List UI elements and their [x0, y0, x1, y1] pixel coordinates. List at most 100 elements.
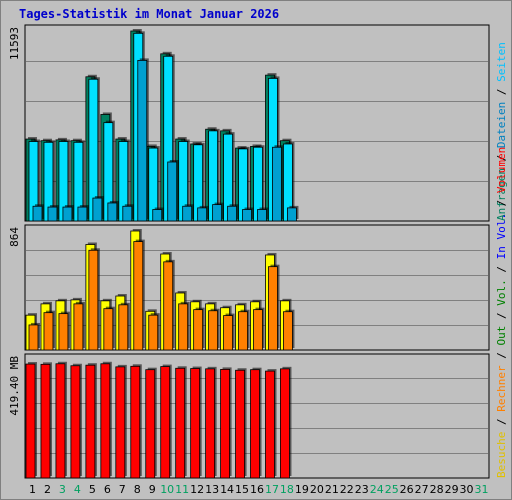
legend-panel-2-3-item-8: In — [495, 246, 508, 266]
bar-volumen-day-16 — [250, 369, 260, 479]
bar-volumen-day-5 — [85, 364, 96, 479]
x-tick-label-day-24: 24 — [370, 483, 384, 496]
bar-rechner-day-17 — [268, 266, 278, 351]
bar-rechner-day-13 — [208, 310, 219, 351]
x-tick-label-day-21: 21 — [325, 483, 339, 496]
x-tick-label-day-31: 31 — [475, 483, 489, 496]
legend-panel-2-3-text: Besuche / Rechner / Out / Vol. / In Vol.… — [495, 147, 508, 478]
x-tick-label-day-27: 27 — [415, 483, 429, 496]
bar-seiten-day-4 — [77, 206, 88, 222]
bar-seiten-day-2 — [47, 206, 58, 222]
bar-seiten-day-5 — [92, 197, 103, 222]
bar-seiten-day-16 — [257, 209, 267, 222]
legend-panel-2-3-item-7: / — [495, 266, 508, 279]
bar-seiten-day-3 — [62, 206, 73, 222]
bar-seiten-day-14 — [227, 205, 237, 222]
legend-panel-1-item-0: Anfragen — [495, 168, 508, 221]
legend-panel-1-item-1: / — [495, 155, 508, 168]
bar-volumen-day-9 — [145, 369, 156, 479]
bar-seiten-day-6 — [107, 202, 118, 222]
bar-seiten-day-15 — [242, 209, 252, 222]
legend-panel-1-text: Anfragen / Dateien / Seiten — [495, 42, 508, 221]
legend-panel-2-3-item-2: Rechner — [495, 365, 508, 418]
x-tick-label-day-3: 3 — [59, 483, 66, 496]
x-tick-label-day-26: 26 — [400, 483, 414, 496]
bar-seiten-day-13 — [212, 204, 223, 222]
legend-panel-2-3-item-1: / — [495, 418, 508, 431]
bar-volumen-day-12 — [190, 368, 201, 479]
bar-volumen-day-1 — [25, 363, 36, 479]
x-tick-label-day-4: 4 — [74, 483, 81, 496]
bar-seiten-day-17 — [272, 146, 282, 222]
panel-2-ymax-label: 864 — [8, 227, 21, 247]
bar-rechner-day-12 — [193, 309, 204, 351]
x-tick-label-day-16: 16 — [250, 483, 264, 496]
panel-1-ymax-label: 11593 — [8, 27, 21, 60]
bar-rechner-day-11 — [178, 303, 189, 351]
bar-rechner-day-3 — [58, 313, 69, 351]
legend-panel-1-item-4: Seiten — [495, 42, 508, 88]
x-tick-label-day-7: 7 — [119, 483, 126, 496]
legend-panel-1: Anfragen / Dateien / Seiten — [495, 42, 508, 221]
bar-seiten-day-8 — [137, 59, 148, 222]
bar-rechner-day-7 — [118, 304, 129, 351]
legend-panel-1-item-3: / — [495, 89, 508, 102]
legend-panel-2-3-item-3: / — [495, 352, 508, 365]
x-tick-label-day-23: 23 — [355, 483, 369, 496]
x-tick-label-day-20: 20 — [310, 483, 324, 496]
legend-panel-2-3-item-0: Besuche — [495, 432, 508, 478]
panel-3-ymax-label: 419.40 MB — [8, 356, 21, 416]
x-tick-label-day-13: 13 — [205, 483, 219, 496]
bar-rechner-day-18 — [283, 311, 293, 351]
bar-seiten-day-7 — [122, 205, 133, 222]
bar-rechner-day-4 — [73, 303, 84, 351]
x-tick-label-day-1: 1 — [29, 483, 36, 496]
legend-panel-2-3-item-10: / — [495, 200, 508, 213]
bar-volumen-day-6 — [100, 363, 111, 479]
legend-panel-2-3: Besuche / Rechner / Out / Vol. / In Vol.… — [495, 147, 508, 478]
bar-rechner-day-15 — [238, 311, 248, 351]
bar-seiten-day-1 — [32, 205, 43, 222]
x-tick-label-day-22: 22 — [340, 483, 354, 496]
bar-volumen-day-10 — [160, 366, 171, 479]
chart-title: Tages-Statistik im Monat Januar 2026 — [19, 7, 280, 21]
bar-volumen-day-4 — [70, 365, 81, 479]
x-tick-label-day-6: 6 — [104, 483, 111, 496]
x-tick-label-day-29: 29 — [445, 483, 459, 496]
bar-seiten-day-9 — [152, 209, 163, 222]
x-tick-label-day-19: 19 — [295, 483, 309, 496]
bar-rechner-day-16 — [253, 309, 263, 351]
bar-volumen-day-7 — [115, 366, 126, 479]
x-tick-label-day-12: 12 — [190, 483, 204, 496]
bar-seiten-day-12 — [197, 207, 208, 222]
bar-rechner-day-14 — [223, 315, 233, 351]
legend-panel-2-3-item-4: Out — [495, 326, 508, 353]
bar-rechner-day-9 — [148, 314, 159, 351]
x-tick-label-day-14: 14 — [220, 483, 234, 496]
bar-volumen-day-17 — [265, 370, 275, 479]
bar-rechner-day-8 — [133, 241, 144, 351]
bar-volumen-day-2 — [40, 363, 51, 479]
bar-seiten-day-11 — [182, 205, 193, 222]
legend-panel-1-item-2: Dateien — [495, 102, 508, 155]
bar-volumen-day-18 — [280, 368, 290, 479]
x-tick-label-day-5: 5 — [89, 483, 96, 496]
x-tick-label-day-9: 9 — [149, 483, 156, 496]
x-tick-label-day-2: 2 — [44, 483, 51, 496]
bar-volumen-day-8 — [130, 365, 141, 479]
x-tick-label-day-25: 25 — [385, 483, 399, 496]
x-tick-label-day-10: 10 — [160, 483, 174, 496]
legend-panel-2-3-item-11: Volumen — [495, 147, 508, 200]
bar-volumen-day-3 — [55, 363, 66, 479]
x-tick-label-day-18: 18 — [280, 483, 294, 496]
bar-volumen-day-11 — [175, 367, 186, 479]
bar-volumen-day-13 — [205, 368, 216, 479]
legend-panel-2-3-item-9: Vol. — [495, 213, 508, 246]
legend-panel-2-3-item-6: Vol. — [495, 279, 508, 312]
x-tick-label-day-30: 30 — [460, 483, 474, 496]
x-tick-label-day-28: 28 — [430, 483, 444, 496]
bar-rechner-day-6 — [103, 308, 114, 351]
bar-rechner-day-10 — [163, 261, 174, 351]
x-tick-label-day-15: 15 — [235, 483, 249, 496]
